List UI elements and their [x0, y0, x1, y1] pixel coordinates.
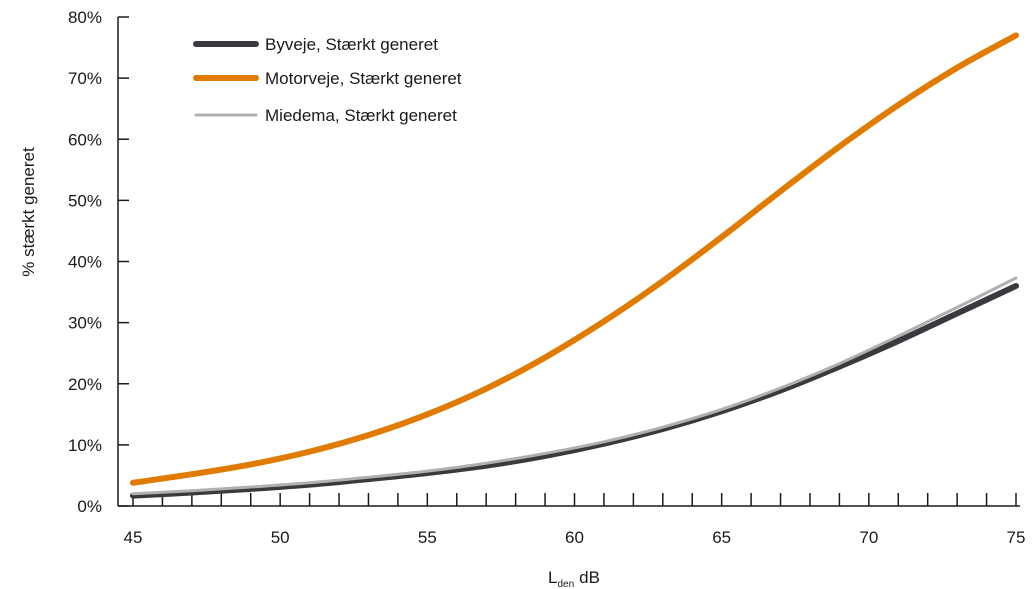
- legend-label: Byveje, Stærkt generet: [265, 35, 438, 54]
- legend: Byveje, Stærkt generet Motorveje, Stærkt …: [193, 35, 462, 125]
- y-tick-label: 10%: [68, 436, 102, 455]
- legend-label: Miedema, Stærkt generet: [265, 106, 457, 125]
- x-ticks: 45 50 55 60 65 70 75: [124, 493, 1026, 547]
- y-axis-title: % stærkt generet: [19, 147, 38, 277]
- series-line: [130, 282, 1019, 499]
- y-tick-label: 30%: [68, 314, 102, 333]
- axes: [117, 17, 1020, 507]
- x-tick-label: 60: [565, 528, 584, 547]
- y-tick-label: 60%: [68, 130, 102, 149]
- x-axis-title-subscript: den: [557, 579, 574, 589]
- x-tick-label: 75: [1007, 528, 1026, 547]
- x-axis-title: Lden dB: [548, 568, 600, 589]
- y-tick-label: 50%: [68, 191, 102, 210]
- series-line: [131, 276, 1018, 496]
- y-ticks: 0% 10% 20% 30% 40% 50% 60% 70% 80%: [68, 8, 129, 516]
- series-line: [130, 32, 1019, 486]
- x-tick-label: 65: [712, 528, 731, 547]
- x-tick-label: 50: [271, 528, 290, 547]
- x-axis-title-main: L: [548, 568, 557, 587]
- y-tick-label: 40%: [68, 253, 102, 272]
- y-tick-label: 80%: [68, 8, 102, 27]
- x-axis-title-unit: dB: [579, 568, 600, 587]
- series-lines: [130, 32, 1019, 499]
- y-tick-label: 70%: [68, 69, 102, 88]
- x-tick-label: 55: [418, 528, 437, 547]
- legend-label: Motorveje, Stærkt generet: [265, 69, 462, 88]
- x-tick-label: 45: [124, 528, 143, 547]
- y-tick-label: 0%: [77, 497, 102, 516]
- x-tick-label: 70: [859, 528, 878, 547]
- y-tick-label: 20%: [68, 375, 102, 394]
